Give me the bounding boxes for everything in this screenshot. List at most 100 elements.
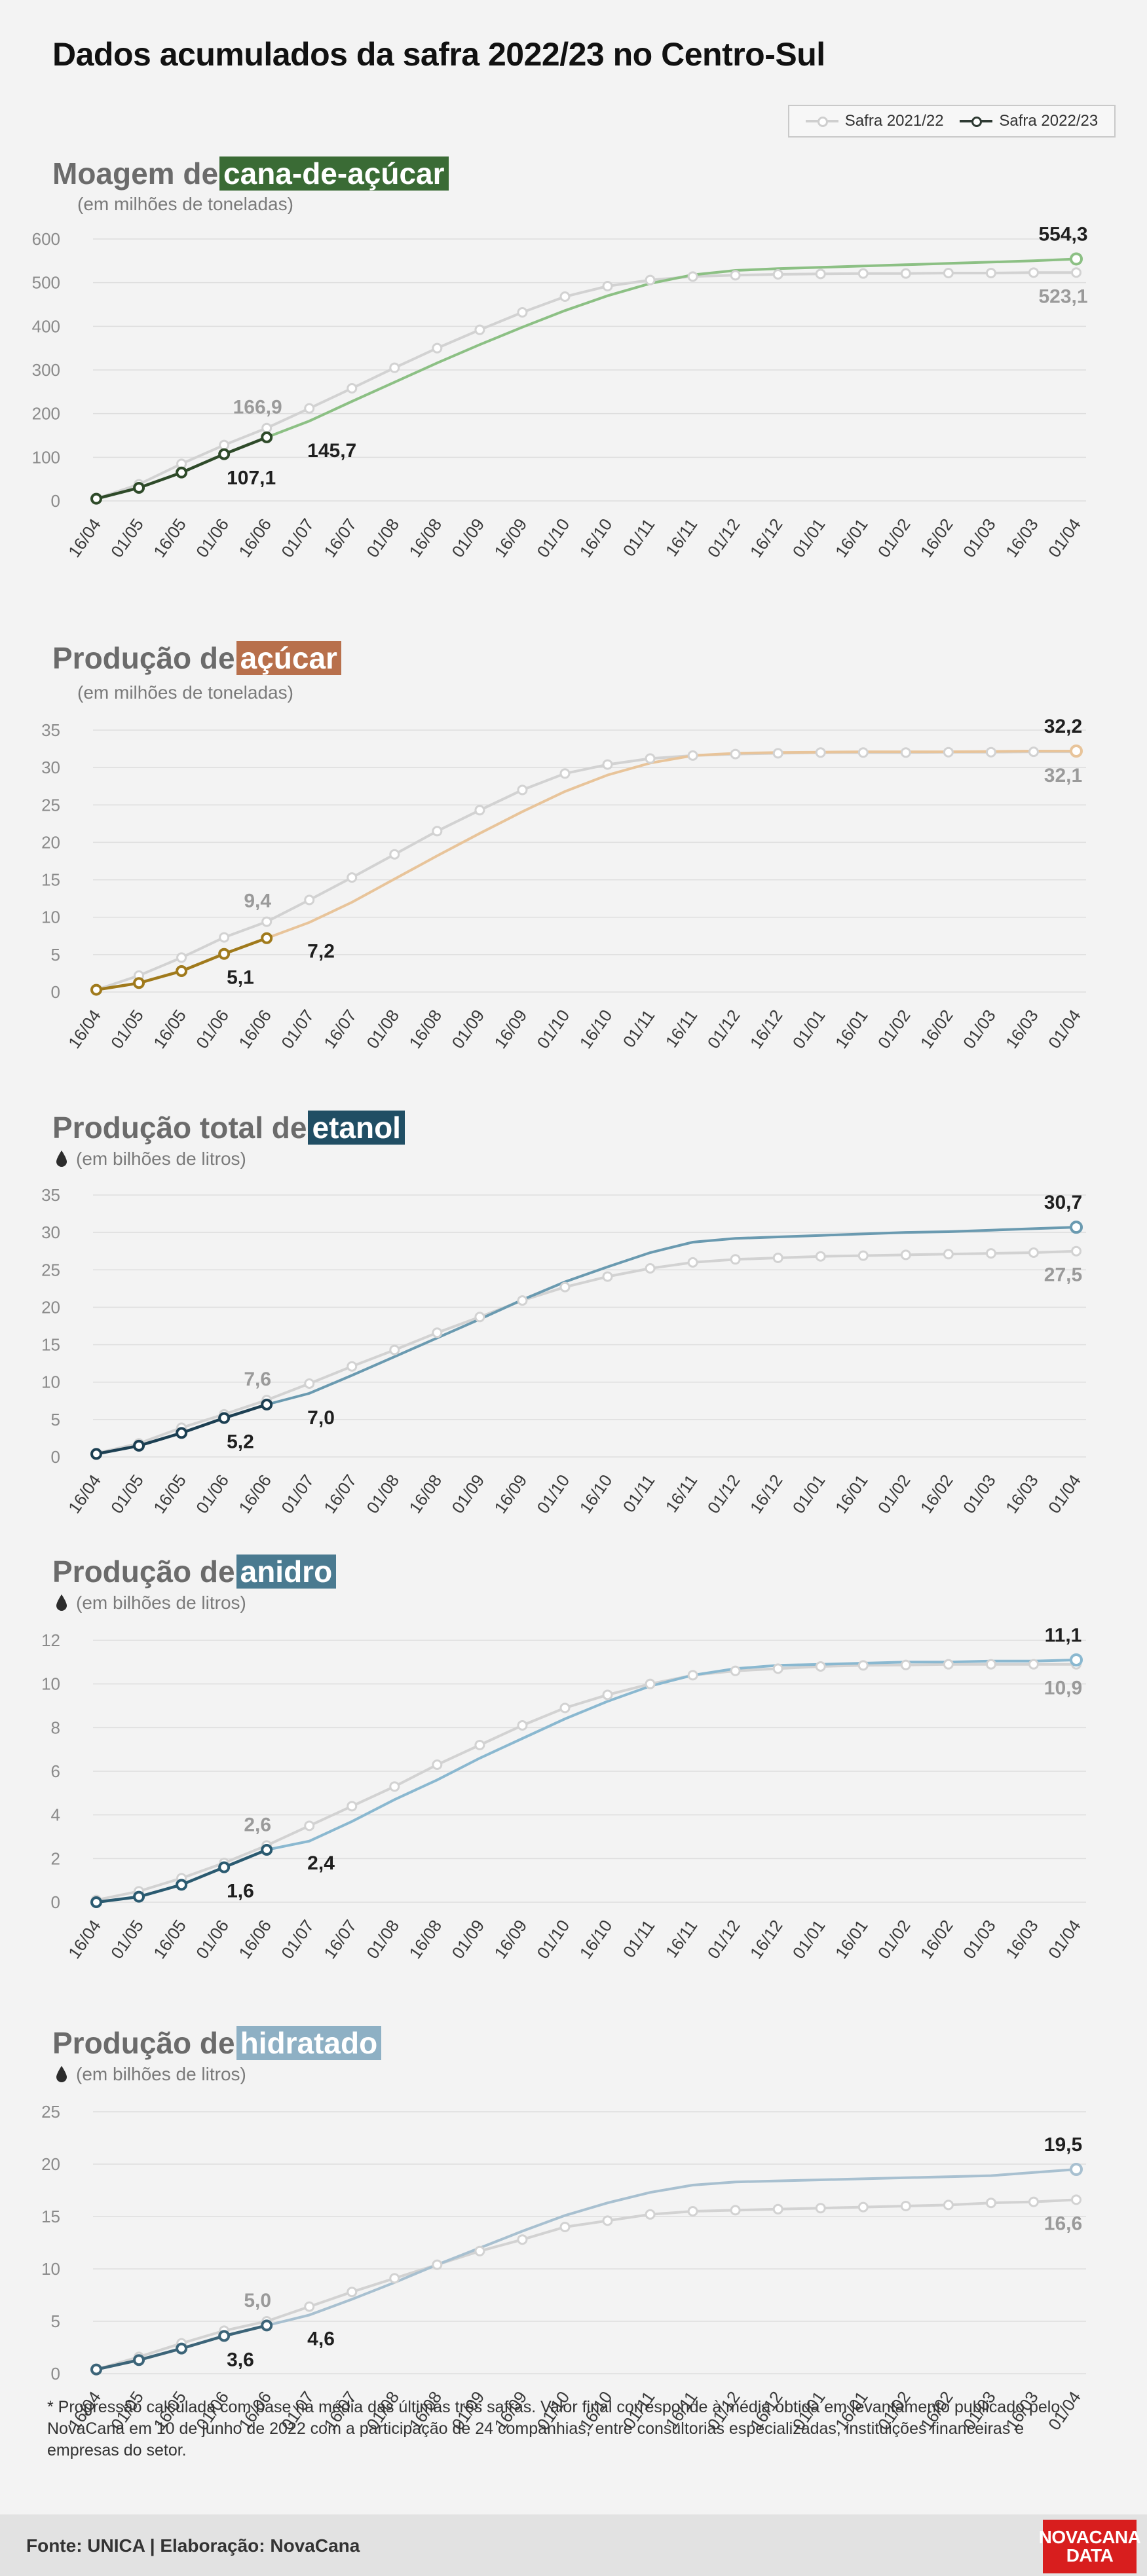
x-tick-label: 01/03 — [959, 1006, 1000, 1052]
x-tick-label: 01/04 — [1044, 1006, 1085, 1052]
y-tick-label: 10 — [41, 908, 60, 927]
series-line-prev — [96, 2198, 1077, 2371]
point-prev — [389, 849, 400, 860]
x-tick-label: 16/03 — [1002, 1006, 1042, 1052]
point-prev — [730, 2205, 741, 2216]
point-prev — [559, 768, 571, 779]
x-tick-label: 16/02 — [916, 515, 957, 561]
y-tick-label: 20 — [41, 832, 60, 852]
x-tick-label: 16/06 — [235, 1471, 275, 1517]
point-prev — [900, 268, 911, 279]
data-label-curr-b: 2,4 — [307, 1852, 335, 1874]
point-prev — [1071, 1245, 1081, 1257]
point-prev — [517, 307, 528, 318]
point-prev — [645, 753, 656, 764]
x-tick-label: 01/11 — [619, 1006, 659, 1051]
chart-subtitle-anidro: (em bilhões de litros) — [55, 1592, 246, 1613]
point-prev — [389, 2273, 400, 2284]
y-tick-label: 0 — [51, 1447, 60, 1467]
y-tick-label: 20 — [41, 2154, 60, 2174]
point-prev — [687, 2206, 698, 2217]
chart-subtitle-moagem: (em milhões de toneladas) — [77, 194, 293, 215]
x-tick-label: 01/01 — [789, 515, 829, 561]
x-tick-label: 16/04 — [64, 1916, 105, 1962]
x-tick-label: 01/09 — [447, 515, 488, 561]
drop-icon — [56, 2066, 67, 2082]
point-prev — [347, 2287, 358, 2298]
chart-heading-anidro: Produção de anidro — [52, 1554, 337, 1589]
x-tick-label: 16/08 — [405, 1916, 445, 1962]
x-tick-label: 16/11 — [662, 515, 702, 560]
data-label-prev-mid: 7,6 — [244, 1369, 271, 1390]
x-tick-label: 16/05 — [149, 515, 190, 561]
x-tick-label: 01/03 — [959, 1471, 1000, 1517]
point-prev — [687, 1257, 698, 1268]
chart-subtitle-text: (em bilhões de litros) — [76, 1592, 246, 1613]
point-prev — [517, 784, 528, 796]
point-prev — [943, 268, 954, 278]
x-tick-label: 01/10 — [533, 1916, 573, 1962]
x-tick-label: 16/03 — [1002, 1916, 1042, 1962]
chart-heading-highlight: etanol — [308, 1111, 405, 1145]
y-tick-label: 5 — [51, 2311, 60, 2331]
point-prev — [347, 383, 358, 394]
data-label-prev-end: 16,6 — [1044, 2213, 1082, 2234]
point-prev — [985, 268, 996, 278]
x-tick-label: 16/01 — [831, 1916, 872, 1962]
point-prev — [943, 1659, 954, 1670]
point-projection-end — [1070, 2163, 1083, 2176]
point-prev — [389, 1781, 400, 1792]
chart-heading-highlight: hidratado — [236, 2026, 382, 2060]
chart-heading-acucar: Produção de açúcar — [52, 640, 341, 676]
point-prev — [517, 1295, 528, 1306]
data-label-curr-a: 3,6 — [227, 2349, 254, 2370]
x-tick-label: 16/09 — [490, 515, 531, 561]
x-tick-label: 01/11 — [619, 515, 659, 560]
point-projection-end — [1070, 1653, 1083, 1666]
point-prev — [687, 271, 698, 282]
point-curr — [218, 1412, 231, 1424]
point-curr — [90, 984, 102, 996]
point-prev — [645, 274, 656, 285]
x-tick-label: 01/03 — [959, 515, 1000, 561]
point-prev — [1028, 1659, 1039, 1670]
point-curr — [90, 2363, 102, 2376]
drop-icon — [56, 1594, 67, 1611]
point-prev — [219, 932, 230, 943]
chart-heading-highlight: cana-de-açúcar — [219, 156, 449, 191]
point-prev — [474, 1312, 485, 1323]
point-curr — [90, 492, 102, 505]
data-label-prev-mid: 166,9 — [233, 397, 282, 418]
point-prev — [985, 1659, 996, 1670]
point-curr — [218, 448, 231, 460]
point-prev — [772, 748, 783, 759]
point-curr — [133, 482, 145, 494]
x-tick-label: 01/10 — [533, 1471, 573, 1517]
data-label-curr-a: 5,1 — [227, 967, 254, 989]
data-label-prev-mid: 2,6 — [244, 1814, 271, 1835]
x-tick-label: 01/04 — [1044, 1471, 1085, 1517]
point-prev — [474, 805, 485, 816]
series-line-projection — [266, 2168, 1077, 2327]
point-prev — [432, 1759, 443, 1770]
point-prev — [1028, 267, 1039, 278]
point-prev — [815, 2203, 826, 2214]
point-prev — [304, 1378, 315, 1389]
point-prev — [985, 2198, 996, 2209]
point-curr — [218, 2330, 231, 2342]
data-label-prev-end: 27,5 — [1044, 1264, 1082, 1286]
x-tick-label: 16/07 — [320, 515, 360, 561]
y-tick-label: 0 — [51, 491, 60, 511]
data-label-curr-end: 554,3 — [1038, 223, 1087, 245]
point-prev — [772, 1253, 783, 1263]
legend-key-curr — [960, 117, 993, 127]
point-prev — [815, 1251, 826, 1262]
x-tick-label: 16/03 — [1002, 515, 1042, 561]
point-prev — [772, 269, 783, 280]
x-tick-label: 01/12 — [704, 1471, 744, 1517]
y-tick-label: 35 — [41, 720, 60, 740]
point-prev — [857, 747, 869, 758]
data-label-curr-end: 11,1 — [1045, 1625, 1082, 1646]
data-label-curr-a: 5,2 — [227, 1431, 254, 1453]
